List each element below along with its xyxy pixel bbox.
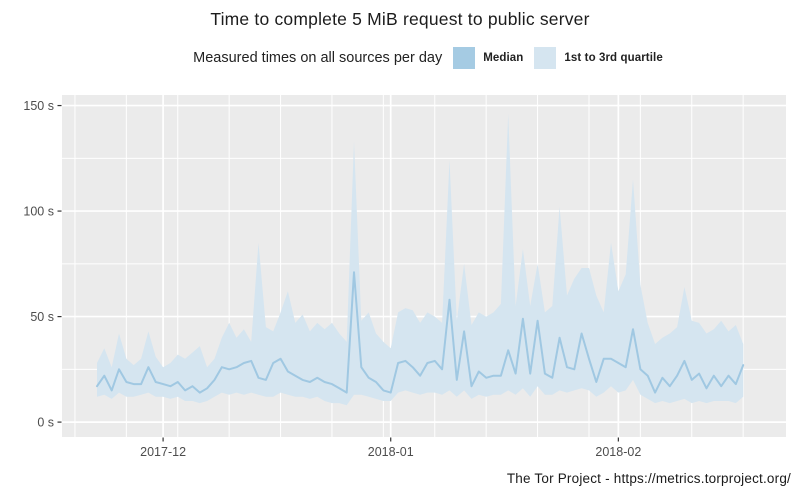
legend-label-quartile: 1st to 3rd quartile xyxy=(564,52,663,64)
gridlines-major xyxy=(62,95,786,437)
x-tick-label: 2018-01 xyxy=(368,445,414,459)
y-tick-label: 100 s xyxy=(23,205,54,219)
y-tick-label: 50 s xyxy=(30,310,54,324)
legend-label-median: Median xyxy=(483,52,524,64)
page-title: Time to complete 5 MiB request to public… xyxy=(210,9,590,29)
legend-item-median: Median xyxy=(442,47,523,69)
y-tick-label: 150 s xyxy=(23,99,54,113)
legend-row: Measured times on all sources per day Me… xyxy=(0,47,800,69)
y-tick-label: 0 s xyxy=(37,416,54,430)
legend-item-quartile: 1st to 3rd quartile xyxy=(523,47,663,69)
footer-attribution: The Tor Project - https://metrics.torpro… xyxy=(506,471,791,486)
median-line xyxy=(96,271,745,394)
x-tick-label: 2017-12 xyxy=(140,445,186,459)
quartile-band xyxy=(97,114,744,406)
median-swatch-icon xyxy=(453,47,476,69)
legend-context-label: Measured times on all sources per day xyxy=(193,50,443,66)
quartile-swatch-icon xyxy=(534,47,557,69)
axis-tick-marks xyxy=(57,104,619,442)
x-tick-label: 2018-02 xyxy=(595,445,641,459)
